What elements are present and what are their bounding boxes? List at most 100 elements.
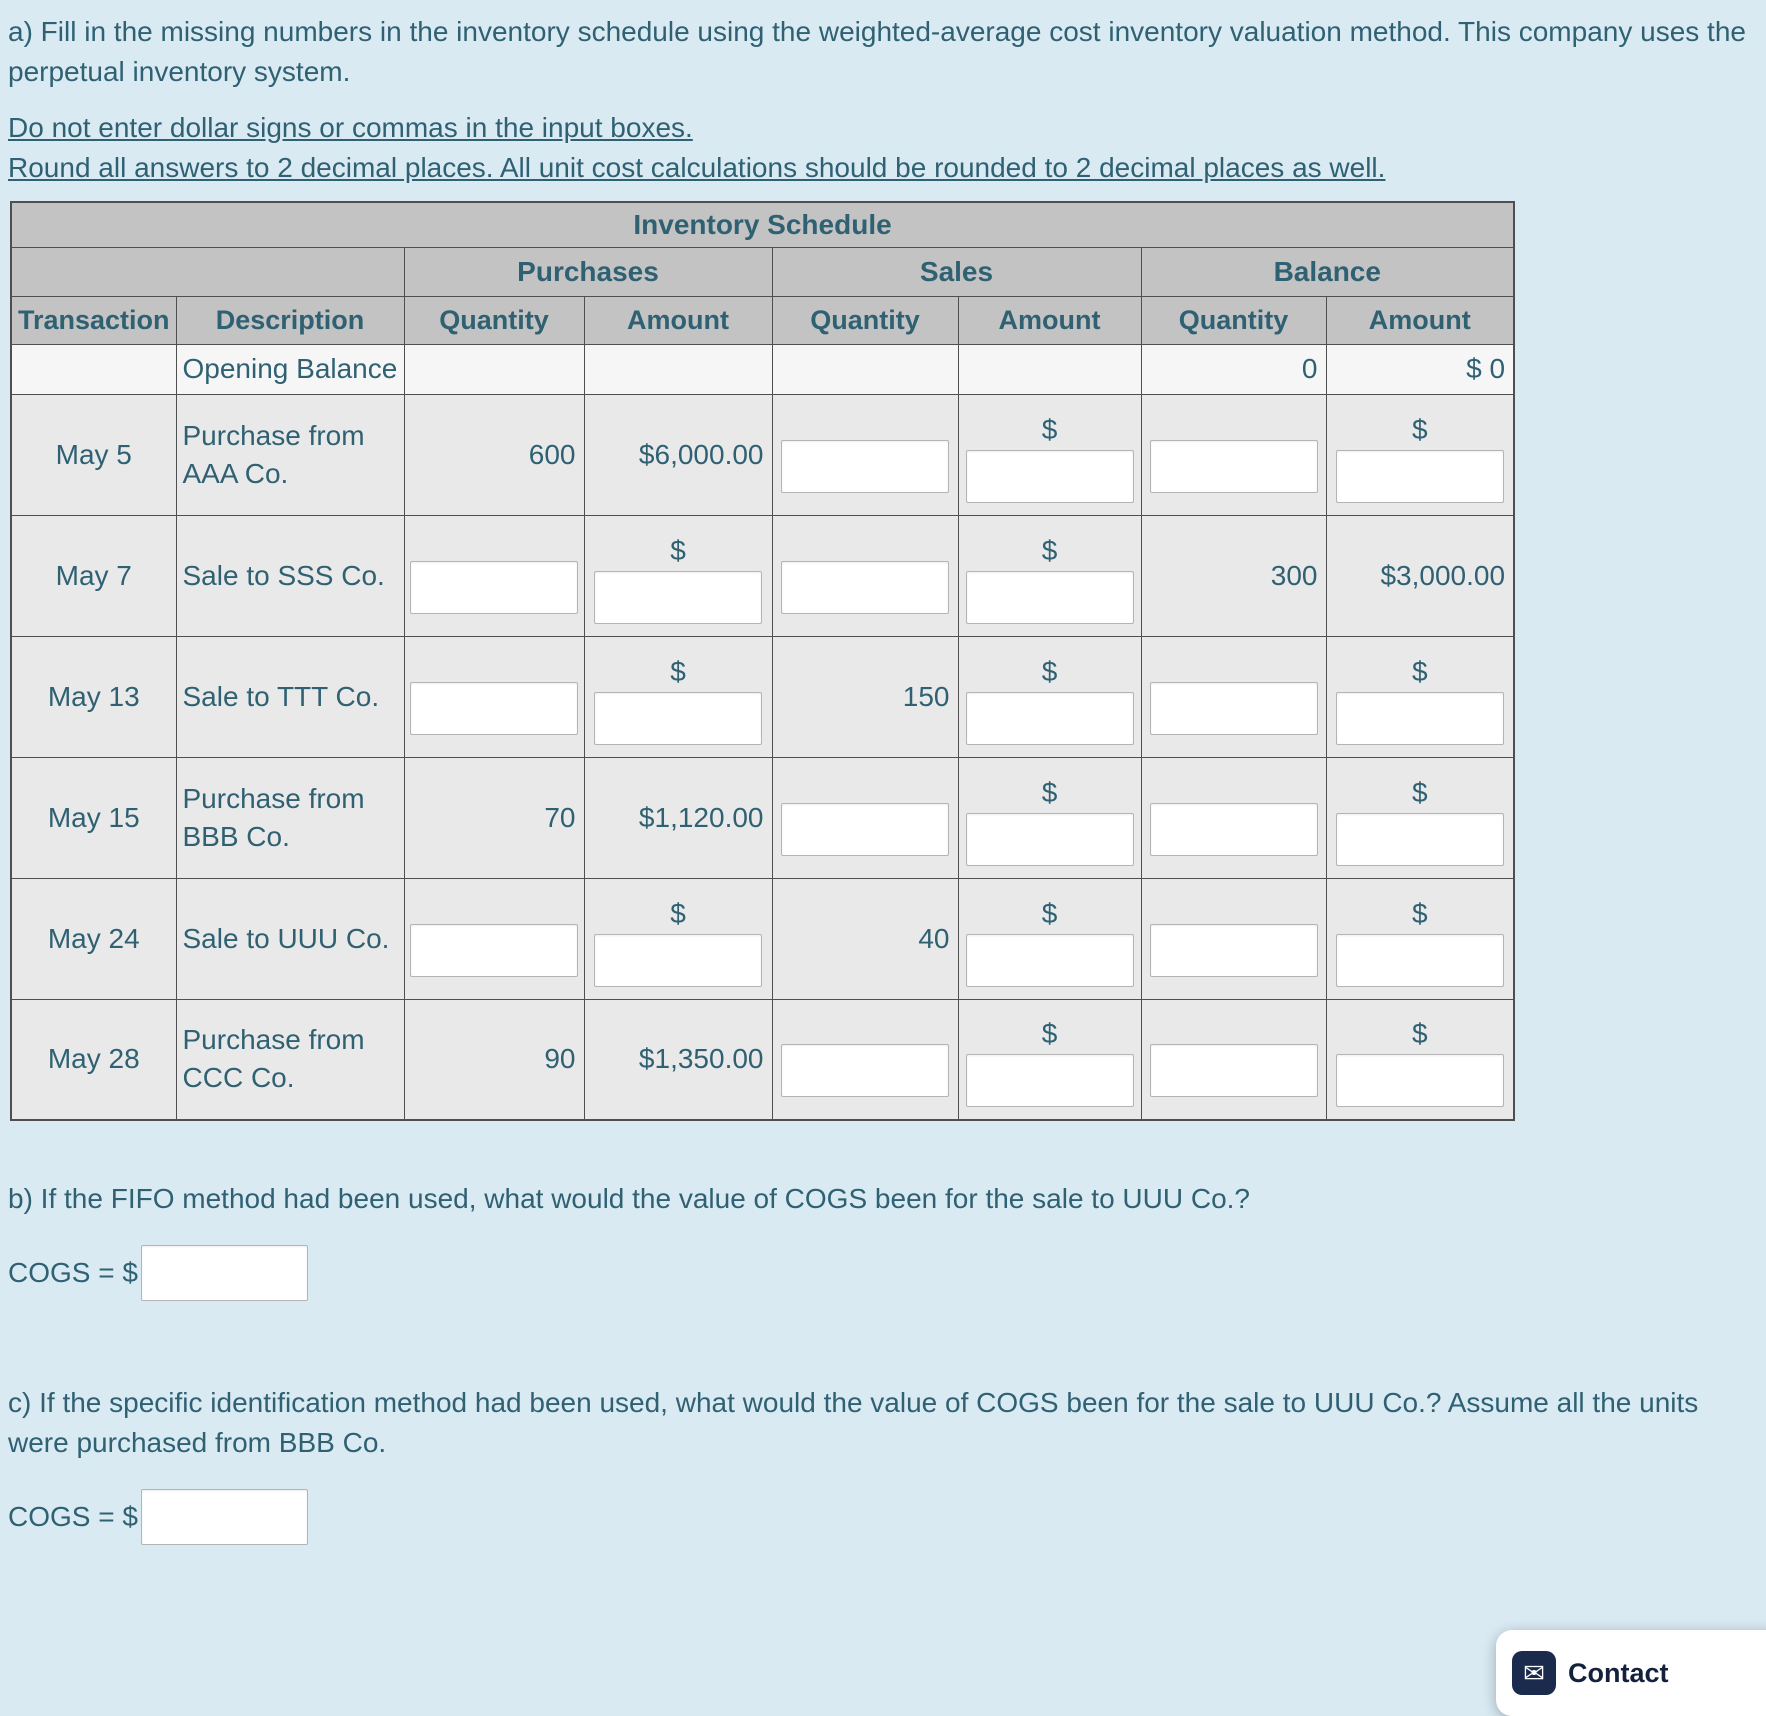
- schedule-answer-input[interactable]: [594, 570, 762, 624]
- schedule-answer-input[interactable]: [965, 812, 1134, 866]
- dollar-sign-label: $: [670, 897, 686, 929]
- cogs-input-b[interactable]: [140, 1245, 308, 1301]
- dollar-sign-label: $: [1411, 413, 1428, 445]
- dollar-input-cell: $: [1325, 393, 1515, 516]
- col-header-balance-quantity: Quantity: [1140, 295, 1327, 345]
- schedule-answer-input[interactable]: [965, 933, 1134, 987]
- schedule-answer-input[interactable]: [965, 691, 1134, 745]
- col-header-description: Description: [175, 295, 405, 345]
- value-cell: 300: [1140, 514, 1327, 637]
- input-cell: [403, 635, 585, 758]
- value-cell: 40: [771, 877, 959, 1000]
- dollar-input-cell: $: [1325, 756, 1515, 879]
- col-header-purchases-amount: Amount: [583, 295, 773, 345]
- value-cell: 600: [403, 393, 585, 516]
- col-header-transaction: Transaction: [10, 295, 177, 345]
- cogs-row-b: COGS = $: [8, 1245, 1756, 1301]
- table-title: Inventory Schedule: [10, 201, 1515, 248]
- envelope-icon: ✉: [1512, 1651, 1556, 1695]
- dollar-sign-label: $: [1411, 655, 1428, 687]
- cogs-label-b: COGS = $: [8, 1257, 138, 1288]
- schedule-answer-input[interactable]: [1149, 923, 1318, 977]
- schedule-answer-input[interactable]: [965, 570, 1134, 624]
- transaction-cell: May 28: [10, 998, 177, 1121]
- input-cell: [1140, 635, 1327, 758]
- schedule-answer-input[interactable]: [1149, 1044, 1318, 1098]
- dollar-sign-label: $: [670, 534, 686, 566]
- empty-cell: [771, 343, 959, 395]
- value-cell: $1,350.00: [583, 998, 773, 1121]
- cogs-row-c: COGS = $: [8, 1489, 1756, 1545]
- value-cell: $6,000.00: [583, 393, 773, 516]
- inventory-row: May 13 Sale to TTT Co. $150 $ $: [10, 635, 1515, 758]
- instruction-part-a: a) Fill in the missing numbers in the in…: [8, 16, 1746, 87]
- question-b: b) If the FIFO method had been used, wha…: [8, 1183, 1251, 1214]
- schedule-answer-input[interactable]: [1149, 681, 1318, 735]
- description-cell: Sale to UUU Co.: [175, 877, 405, 1000]
- dollar-sign-label: $: [1041, 1018, 1058, 1050]
- empty-cell: [583, 343, 773, 395]
- value-cell: 150: [771, 635, 959, 758]
- page: a) Fill in the missing numbers in the in…: [8, 16, 1756, 1545]
- description-cell: Opening Balance: [175, 343, 405, 395]
- dollar-sign-label: $: [1041, 776, 1058, 808]
- dollar-sign-label: $: [1041, 534, 1058, 566]
- input-cell: [1140, 877, 1327, 1000]
- group-header-purchases: Purchases: [403, 246, 773, 297]
- dollar-input-cell: $: [1325, 877, 1515, 1000]
- dollar-sign-label: $: [1411, 897, 1428, 929]
- schedule-answer-input[interactable]: [1149, 802, 1318, 856]
- transaction-cell: May 13: [10, 635, 177, 758]
- empty-cell: [403, 343, 585, 395]
- schedule-answer-input[interactable]: [1335, 933, 1504, 987]
- schedule-answer-input[interactable]: [781, 560, 949, 614]
- group-header-blank: [10, 246, 405, 297]
- schedule-answer-input[interactable]: [594, 933, 762, 987]
- input-cell: [771, 756, 959, 879]
- value-cell: $1,120.00: [583, 756, 773, 879]
- group-header-sales: Sales: [771, 246, 1142, 297]
- dollar-input-cell: $: [957, 635, 1142, 758]
- dollar-sign-label: $: [1041, 897, 1058, 929]
- value-cell: 70: [403, 756, 585, 879]
- transaction-cell: May 7: [10, 514, 177, 637]
- input-cell: [1140, 756, 1327, 879]
- schedule-answer-input[interactable]: [781, 1044, 949, 1098]
- input-cell: [1140, 393, 1327, 516]
- inventory-row: Opening Balance 0 $ 0: [10, 343, 1515, 395]
- schedule-answer-input[interactable]: [410, 560, 578, 614]
- inventory-row: May 24 Sale to UUU Co. $40 $ $: [10, 877, 1515, 1000]
- description-cell: Sale to SSS Co.: [175, 514, 405, 637]
- schedule-answer-input[interactable]: [781, 439, 949, 493]
- schedule-answer-input[interactable]: [1335, 1054, 1504, 1108]
- schedule-answer-input[interactable]: [594, 691, 762, 745]
- dollar-sign-label: $: [670, 655, 686, 687]
- dollar-input-cell: $: [1325, 635, 1515, 758]
- schedule-answer-input[interactable]: [410, 681, 578, 735]
- dollar-input-cell: $: [1325, 998, 1515, 1121]
- input-cell: [1140, 998, 1327, 1121]
- cogs-input-c[interactable]: [140, 1489, 308, 1545]
- dollar-input-cell: $: [957, 998, 1142, 1121]
- schedule-answer-input[interactable]: [410, 923, 578, 977]
- input-cell: [403, 877, 585, 1000]
- dollar-input-cell: $: [583, 635, 773, 758]
- schedule-answer-input[interactable]: [965, 1054, 1134, 1108]
- dollar-input-cell: $: [583, 877, 773, 1000]
- col-header-balance-amount: Amount: [1325, 295, 1515, 345]
- schedule-answer-input[interactable]: [1335, 691, 1504, 745]
- schedule-answer-input[interactable]: [965, 449, 1134, 503]
- transaction-cell: May 5: [10, 393, 177, 516]
- description-cell: Purchase from AAA Co.: [175, 393, 405, 516]
- description-cell: Purchase from BBB Co.: [175, 756, 405, 879]
- col-header-sales-amount: Amount: [957, 295, 1142, 345]
- schedule-answer-input[interactable]: [1335, 812, 1504, 866]
- column-header-row: Transaction Description Quantity Amount …: [10, 295, 1515, 345]
- contact-chat-widget[interactable]: ✉ Contact: [1496, 1630, 1766, 1716]
- input-cell: [771, 998, 959, 1121]
- col-header-purchases-quantity: Quantity: [403, 295, 585, 345]
- schedule-answer-input[interactable]: [1149, 439, 1318, 493]
- schedule-answer-input[interactable]: [781, 802, 949, 856]
- schedule-answer-input[interactable]: [1335, 449, 1504, 503]
- cogs-label-c: COGS = $: [8, 1501, 138, 1532]
